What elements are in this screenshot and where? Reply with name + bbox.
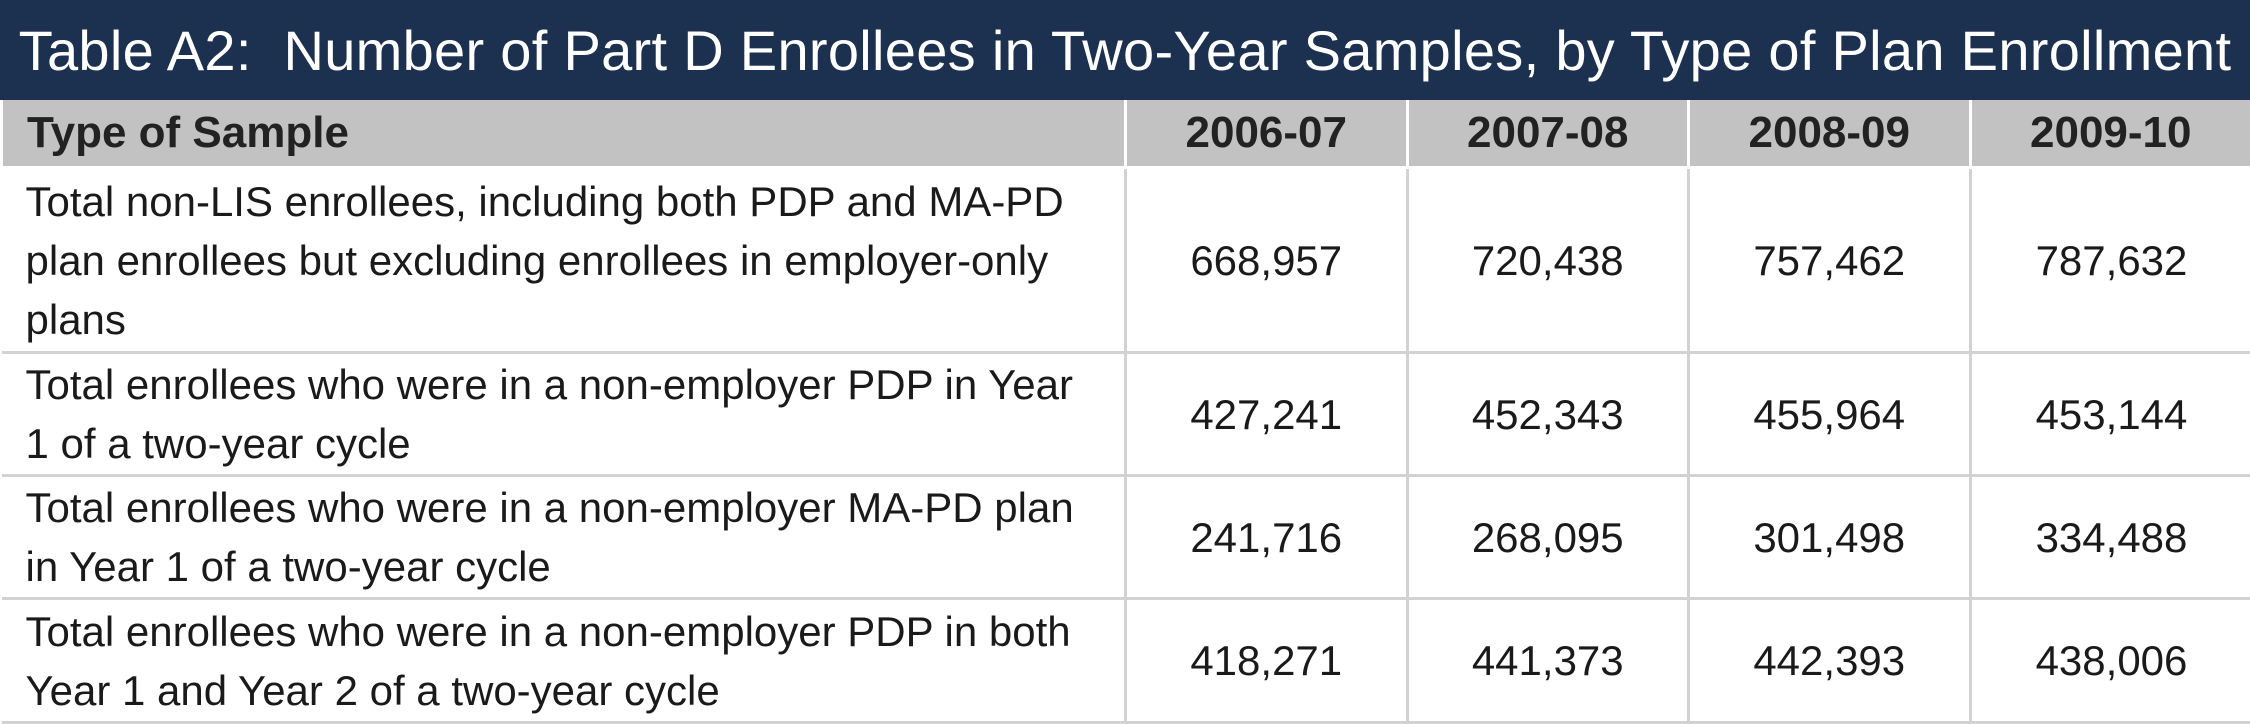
table-row: Total enrollees who were in a non-employ… [2,476,2250,599]
header-row: Type of Sample 2006-07 2007-08 2008-09 2… [2,100,2250,168]
table-row: Total enrollees who were in a non-employ… [2,599,2250,723]
cell-value: 720,438 [1407,168,1689,353]
row-label: Total enrollees who were in a non-employ… [2,476,1126,599]
cell-value: 418,271 [1126,599,1408,723]
cell-value: 427,241 [1126,353,1408,476]
cell-value: 455,964 [1689,353,1971,476]
column-header-type-of-sample: Type of Sample [2,100,1126,168]
cell-value: 787,632 [1970,168,2250,353]
cell-value: 442,393 [1689,599,1971,723]
cell-value: 441,373 [1407,599,1689,723]
cell-value: 301,498 [1689,476,1971,599]
table-title: Table A2: Number of Part D Enrollees in … [0,0,2250,100]
cell-value: 438,006 [1970,599,2250,723]
cell-value: 452,343 [1407,353,1689,476]
column-header-2006-07: 2006-07 [1126,100,1408,168]
table-row: Total non-LIS enrollees, including both … [2,168,2250,353]
row-label: Total enrollees who were in a non-employ… [2,353,1126,476]
row-label: Total enrollees who were in a non-employ… [2,599,1126,723]
enrollees-table: Type of Sample 2006-07 2007-08 2008-09 2… [0,100,2250,724]
column-header-2009-10: 2009-10 [1970,100,2250,168]
column-header-2008-09: 2008-09 [1689,100,1971,168]
cell-value: 334,488 [1970,476,2250,599]
row-label: Total non-LIS enrollees, including both … [2,168,1126,353]
cell-value: 668,957 [1126,168,1408,353]
cell-value: 241,716 [1126,476,1408,599]
column-header-2007-08: 2007-08 [1407,100,1689,168]
table-row: Total enrollees who were in a non-employ… [2,353,2250,476]
cell-value: 268,095 [1407,476,1689,599]
cell-value: 757,462 [1689,168,1971,353]
cell-value: 453,144 [1970,353,2250,476]
